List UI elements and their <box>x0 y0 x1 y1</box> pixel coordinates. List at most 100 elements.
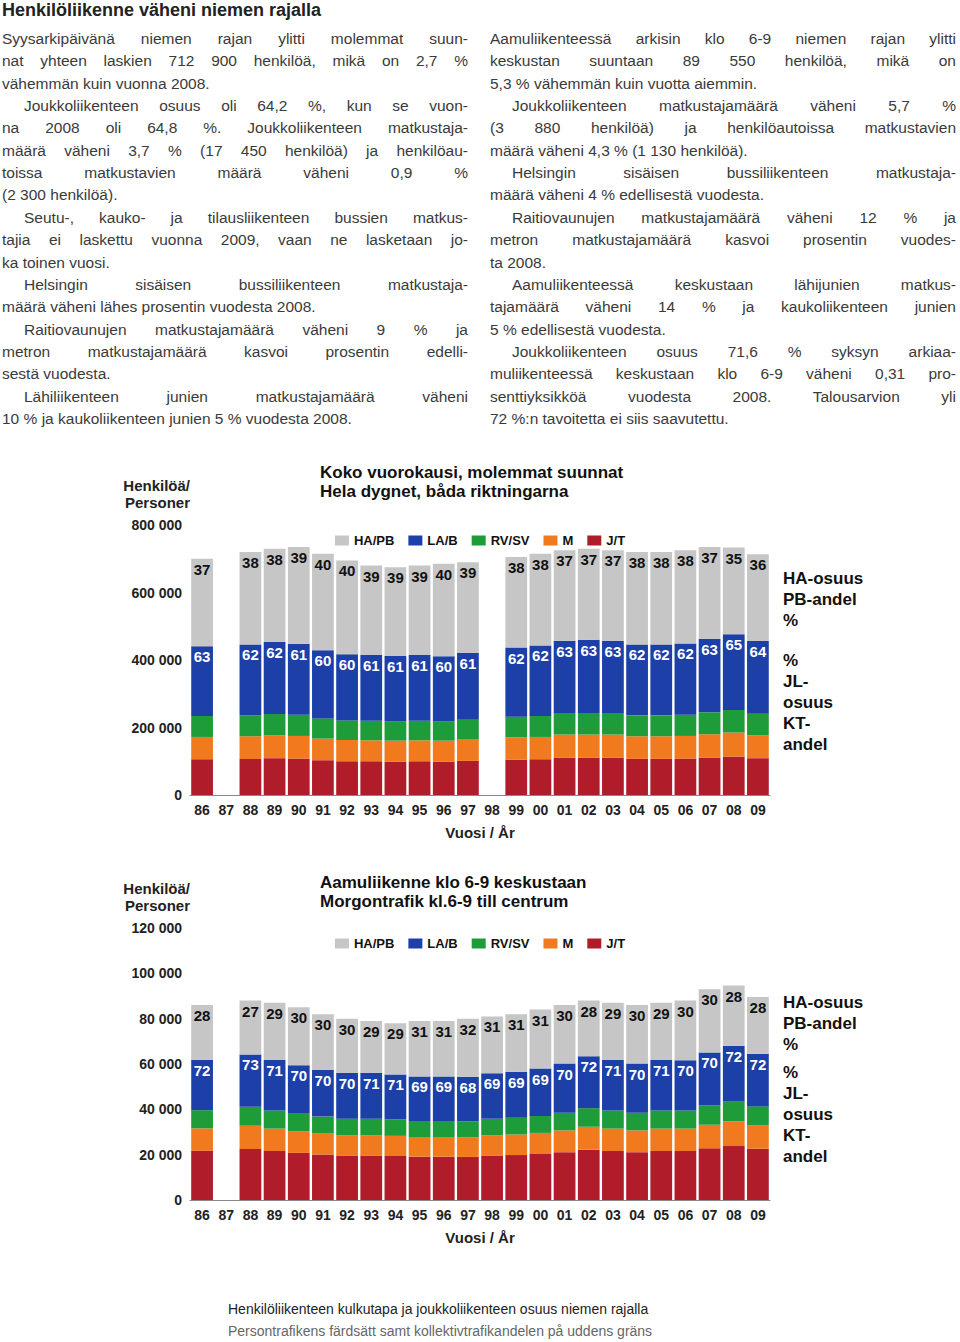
svg-text:94: 94 <box>388 802 404 818</box>
svg-text:30: 30 <box>339 1021 356 1038</box>
svg-text:RV/SV: RV/SV <box>491 533 530 548</box>
svg-text:62: 62 <box>532 647 549 664</box>
svg-text:38: 38 <box>677 552 694 569</box>
svg-text:KT-: KT- <box>783 1126 810 1145</box>
svg-text:61: 61 <box>387 658 404 675</box>
svg-text:39: 39 <box>460 564 477 581</box>
svg-text:36: 36 <box>750 556 767 573</box>
svg-text:70: 70 <box>701 1054 718 1071</box>
svg-text:Personer: Personer <box>125 897 190 914</box>
svg-text:98: 98 <box>484 802 500 818</box>
svg-text:69: 69 <box>484 1075 501 1092</box>
svg-text:92: 92 <box>339 1207 355 1223</box>
svg-text:97: 97 <box>460 802 476 818</box>
svg-text:38: 38 <box>532 556 549 573</box>
svg-text:31: 31 <box>484 1018 501 1035</box>
svg-text:63: 63 <box>701 641 718 658</box>
svg-text:62: 62 <box>508 650 525 667</box>
svg-text:71: 71 <box>266 1062 283 1079</box>
svg-text:30: 30 <box>701 991 718 1008</box>
svg-text:05: 05 <box>653 1207 669 1223</box>
svg-text:40: 40 <box>315 556 332 573</box>
svg-text:Personer: Personer <box>125 494 190 511</box>
svg-text:KT-: KT- <box>783 714 810 733</box>
svg-text:70: 70 <box>629 1066 646 1083</box>
svg-text:63: 63 <box>580 642 597 659</box>
svg-text:29: 29 <box>387 1025 404 1042</box>
svg-text:71: 71 <box>605 1062 622 1079</box>
svg-text:29: 29 <box>266 1005 283 1022</box>
svg-text:98: 98 <box>484 1207 500 1223</box>
svg-text:39: 39 <box>411 568 428 585</box>
svg-text:00: 00 <box>533 802 549 818</box>
svg-text:88: 88 <box>243 1207 259 1223</box>
svg-text:Aamuliikenne klo 6-9 keskustaa: Aamuliikenne klo 6-9 keskustaan <box>320 873 586 892</box>
svg-text:HA-osuus: HA-osuus <box>783 569 863 588</box>
svg-text:91: 91 <box>315 1207 331 1223</box>
svg-text:HA-osuus: HA-osuus <box>783 993 863 1012</box>
svg-text:800 000: 800 000 <box>131 517 182 533</box>
svg-text:97: 97 <box>460 1207 476 1223</box>
svg-text:99: 99 <box>508 802 524 818</box>
svg-text:95: 95 <box>412 802 428 818</box>
svg-text:100 000: 100 000 <box>131 965 182 981</box>
svg-text:PB-andel: PB-andel <box>783 1014 857 1033</box>
svg-text:09: 09 <box>750 802 766 818</box>
svg-text:60: 60 <box>435 658 452 675</box>
svg-text:200 000: 200 000 <box>131 720 182 736</box>
svg-text:40: 40 <box>339 562 356 579</box>
svg-text:64: 64 <box>750 643 767 660</box>
svg-text:06: 06 <box>678 1207 694 1223</box>
svg-text:30: 30 <box>315 1016 332 1033</box>
svg-text:06: 06 <box>678 802 694 818</box>
svg-text:69: 69 <box>508 1074 525 1091</box>
svg-text:90: 90 <box>291 802 307 818</box>
svg-text:62: 62 <box>242 646 259 663</box>
svg-text:70: 70 <box>556 1066 573 1083</box>
svg-text:95: 95 <box>412 1207 428 1223</box>
svg-text:M: M <box>562 936 573 951</box>
svg-text:03: 03 <box>605 802 621 818</box>
svg-text:M: M <box>562 533 573 548</box>
svg-text:40 000: 40 000 <box>139 1101 182 1117</box>
svg-text:30: 30 <box>677 1003 694 1020</box>
svg-text:96: 96 <box>436 802 452 818</box>
svg-text:86: 86 <box>194 1207 210 1223</box>
svg-text:0: 0 <box>174 787 182 803</box>
svg-text:29: 29 <box>653 1005 670 1022</box>
svg-text:37: 37 <box>580 551 597 568</box>
svg-text:andel: andel <box>783 735 827 754</box>
svg-text:37: 37 <box>556 552 573 569</box>
svg-text:89: 89 <box>267 1207 283 1223</box>
svg-text:120 000: 120 000 <box>131 920 182 936</box>
svg-text:Morgontrafik kl.6-9 till centr: Morgontrafik kl.6-9 till centrum <box>320 892 568 911</box>
svg-text:31: 31 <box>532 1012 549 1029</box>
svg-text:39: 39 <box>290 549 307 566</box>
svg-text:71: 71 <box>387 1076 404 1093</box>
svg-text:31: 31 <box>435 1023 452 1040</box>
svg-text:05: 05 <box>653 802 669 818</box>
svg-text:HA/PB: HA/PB <box>354 533 394 548</box>
svg-text:HA/PB: HA/PB <box>354 936 394 951</box>
svg-text:osuus: osuus <box>783 693 833 712</box>
svg-text:93: 93 <box>363 1207 379 1223</box>
svg-text:38: 38 <box>653 554 670 571</box>
svg-text:J/T: J/T <box>606 936 625 951</box>
svg-text:62: 62 <box>629 646 646 663</box>
svg-text:62: 62 <box>266 644 283 661</box>
svg-text:69: 69 <box>411 1078 428 1095</box>
svg-text:99: 99 <box>508 1207 524 1223</box>
svg-text:04: 04 <box>629 802 645 818</box>
svg-text:65: 65 <box>725 636 742 653</box>
svg-text:88: 88 <box>243 802 259 818</box>
svg-text:89: 89 <box>267 802 283 818</box>
svg-text:35: 35 <box>725 550 742 567</box>
svg-text:38: 38 <box>242 554 259 571</box>
svg-text:60 000: 60 000 <box>139 1056 182 1072</box>
svg-text:08: 08 <box>726 802 742 818</box>
svg-text:20 000: 20 000 <box>139 1147 182 1163</box>
svg-text:61: 61 <box>411 657 428 674</box>
svg-text:27: 27 <box>242 1003 259 1020</box>
svg-text:02: 02 <box>581 1207 597 1223</box>
svg-text:01: 01 <box>557 1207 573 1223</box>
